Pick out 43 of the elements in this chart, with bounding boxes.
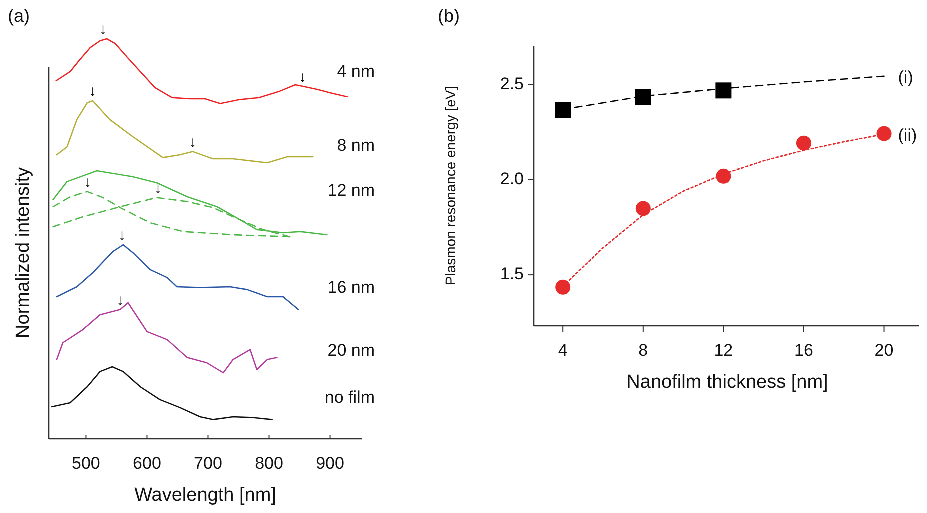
chart-title: (a) bbox=[8, 6, 30, 26]
x-tick-label: 500 bbox=[72, 454, 100, 473]
text: 12 nm bbox=[328, 180, 375, 200]
point bbox=[635, 89, 652, 106]
x-tick-label: 16 bbox=[794, 341, 814, 360]
annotation: ↓ bbox=[89, 83, 97, 100]
point bbox=[636, 201, 651, 216]
series-label: 4 nm bbox=[337, 62, 375, 81]
annotation: ↓ bbox=[116, 292, 124, 309]
annotation: ↓ bbox=[189, 134, 197, 151]
annotation: ↓ bbox=[84, 174, 92, 191]
x-tick-label: 4 bbox=[558, 341, 568, 360]
point bbox=[555, 102, 572, 118]
annotation: ↓ bbox=[100, 21, 108, 38]
x-tick-label: 12 bbox=[714, 341, 734, 360]
annotation: ↓ bbox=[154, 180, 162, 197]
x-tick-label: 800 bbox=[255, 454, 284, 473]
y-tick-label: 2.0 bbox=[500, 169, 524, 188]
text: 20 nm bbox=[328, 340, 375, 360]
y-axis-title: Normalized intensity bbox=[13, 166, 34, 339]
y-tick-label: 2.5 bbox=[500, 74, 524, 94]
chart-title: (b) bbox=[438, 6, 460, 26]
series-label: 16 nm bbox=[328, 278, 375, 297]
text: no film bbox=[324, 388, 375, 407]
x-axis-title: Nanofilm thickness [nm] bbox=[626, 372, 828, 393]
annotation: ↓ bbox=[118, 227, 126, 244]
point bbox=[876, 126, 892, 142]
annotation: ↓ bbox=[299, 69, 307, 86]
x-tick-label: 8 bbox=[638, 341, 648, 360]
series-label: (ii) bbox=[898, 126, 918, 145]
y-axis-title: Plasmon resonance energy [eV] bbox=[442, 86, 459, 286]
point bbox=[716, 82, 732, 99]
series-label: (i) bbox=[898, 68, 914, 87]
y-tick-label: 1.5 bbox=[500, 264, 524, 284]
x-tick-label: 20 bbox=[874, 341, 894, 360]
x-tick-label: 700 bbox=[194, 454, 222, 473]
point bbox=[556, 280, 571, 295]
x-axis-title: Wavelength [nm] bbox=[134, 485, 276, 506]
x-tick-label: 600 bbox=[133, 454, 162, 473]
point bbox=[716, 168, 732, 184]
series-label: 8 nm bbox=[337, 136, 375, 155]
point bbox=[796, 136, 812, 151]
x-tick-label: 900 bbox=[316, 454, 344, 473]
